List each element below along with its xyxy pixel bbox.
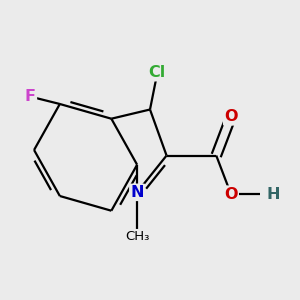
Text: F: F [25,89,36,104]
Text: O: O [224,187,238,202]
Text: H: H [266,187,280,202]
Text: CH₃: CH₃ [125,230,149,243]
Text: Cl: Cl [149,65,166,80]
Text: O: O [224,110,238,124]
Text: N: N [130,185,144,200]
